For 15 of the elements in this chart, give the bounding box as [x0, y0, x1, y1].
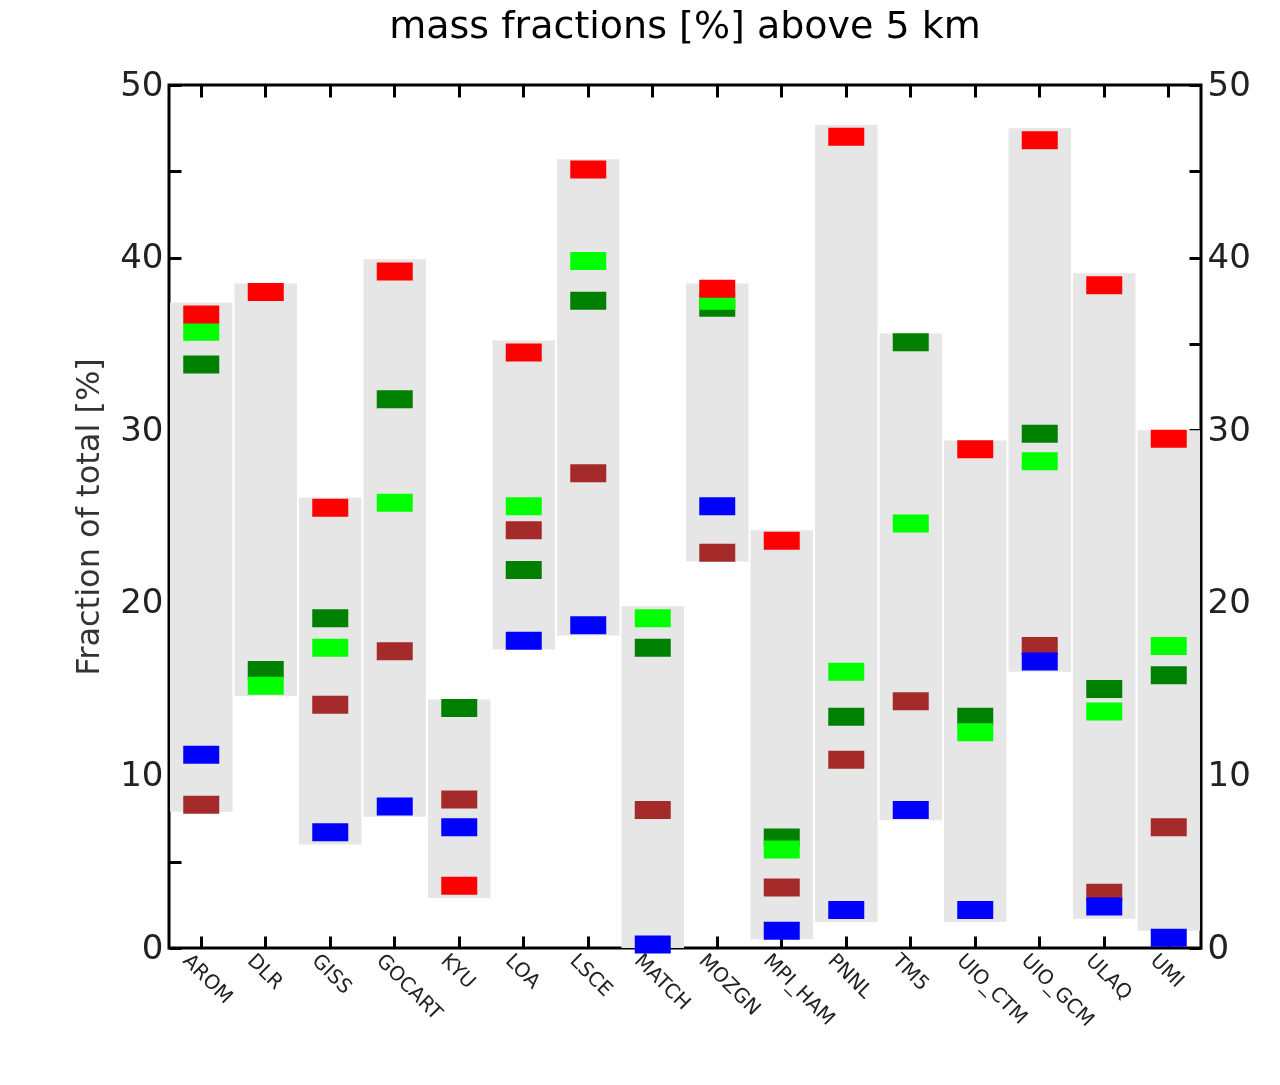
chart-title: mass fractions [%] above 5 km: [389, 3, 981, 47]
y2-tick-label: 30: [1207, 408, 1251, 449]
y2-tick-label: 20: [1207, 581, 1251, 622]
y-axis-title: Fraction of total [%]: [69, 358, 108, 676]
y2-tick-label: 10: [1207, 753, 1251, 794]
y-tick-label: 40: [120, 236, 164, 277]
y2-tick-label: 0: [1207, 926, 1230, 967]
x-tick-label: UMI: [1145, 948, 1190, 993]
y2-tick-label: 40: [1207, 236, 1251, 277]
y-tick-label: 10: [120, 753, 164, 794]
y-tick-label: 50: [120, 63, 164, 104]
y-tick-label: 30: [120, 408, 164, 449]
y-tick-label: 20: [120, 581, 164, 622]
y-tick-label: 0: [141, 926, 164, 967]
y2-tick-label: 50: [1207, 63, 1251, 104]
